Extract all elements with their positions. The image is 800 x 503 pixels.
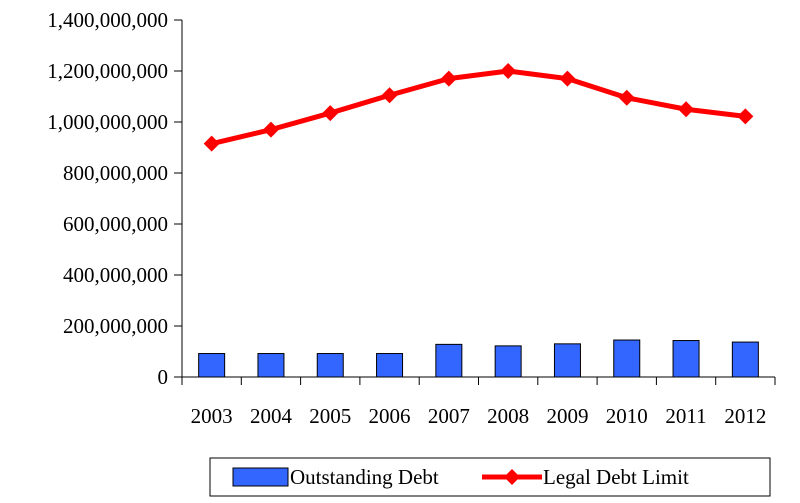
legend-label-legal-debt-limit: Legal Debt Limit	[543, 465, 689, 489]
y-axis: 0 200,000,000 400,000,000 600,000,000 800,00…	[47, 8, 183, 389]
x-tick-label: 2010	[606, 404, 648, 428]
point-legal-debt-limit	[322, 105, 339, 122]
bar-outstanding-debt	[613, 339, 641, 378]
bar-outstanding-debt	[198, 353, 226, 378]
y-tick-label: 1,000,000,000	[47, 110, 168, 134]
legend-marker-legal-debt-limit	[504, 469, 520, 485]
y-tick-label: 1,200,000,000	[47, 59, 168, 83]
x-tick-label: 2003	[191, 404, 233, 428]
x-tick-label: 2007	[428, 404, 470, 428]
bar-outstanding-debt	[435, 343, 463, 378]
y-tick-label: 200,000,000	[63, 314, 168, 338]
bar-outstanding-debt	[672, 340, 700, 378]
y-tick-label: 800,000,000	[63, 161, 168, 185]
point-legal-debt-limit	[262, 121, 279, 138]
x-tick-label: 2008	[487, 404, 529, 428]
x-tick-label: 2005	[309, 404, 351, 428]
point-legal-debt-limit	[203, 135, 220, 152]
bar-outstanding-debt	[316, 353, 344, 378]
point-legal-debt-limit	[618, 89, 635, 106]
bar-outstanding-debt	[553, 343, 581, 378]
x-tick-label: 2011	[665, 404, 706, 428]
y-tick-label: 400,000,000	[63, 263, 168, 287]
legend-label-outstanding-debt: Outstanding Debt	[290, 465, 439, 489]
x-tick-label: 2006	[369, 404, 411, 428]
legend-swatch-outstanding-debt	[232, 467, 289, 487]
x-tick-label: 2009	[546, 404, 588, 428]
y-tick-label: 1,400,000,000	[47, 8, 168, 32]
point-legal-debt-limit	[559, 70, 576, 87]
bar-outstanding-debt	[257, 353, 285, 378]
y-tick-label: 600,000,000	[63, 212, 168, 236]
x-tick-label: 2012	[724, 404, 766, 428]
line-legal-debt-limit	[211, 68, 746, 147]
legal-debt-limit-line	[203, 63, 754, 152]
legend: Outstanding Debt Legal Debt Limit	[209, 457, 771, 497]
x-tick-label: 2004	[250, 404, 293, 428]
point-legal-debt-limit	[500, 63, 517, 79]
y-tick-label: 0	[158, 365, 169, 389]
point-legal-debt-limit	[381, 87, 398, 104]
point-legal-debt-limit	[678, 101, 695, 118]
bar-outstanding-debt	[494, 345, 522, 378]
outstanding-debt-bars	[198, 339, 759, 378]
x-axis: 2003 2004 2005 2006 2007 2008 2009 2010 2011 2012	[181, 376, 776, 428]
point-legal-debt-limit	[737, 108, 754, 125]
point-legal-debt-limit	[440, 70, 457, 87]
bar-outstanding-debt	[731, 341, 759, 378]
bar-outstanding-debt	[376, 353, 404, 378]
